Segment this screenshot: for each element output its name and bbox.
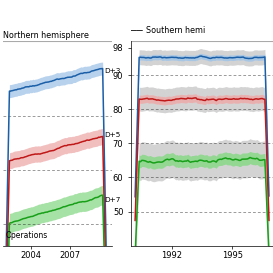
Text: D+3: D+3 (104, 68, 120, 74)
Text: Operations: Operations (6, 231, 48, 240)
Text: D+5: D+5 (104, 132, 120, 138)
Text: Southern hemi: Southern hemi (146, 26, 205, 35)
Text: D+7: D+7 (104, 197, 120, 203)
Text: Northern hemisphere: Northern hemisphere (3, 31, 89, 40)
Text: ——: —— (131, 25, 143, 35)
